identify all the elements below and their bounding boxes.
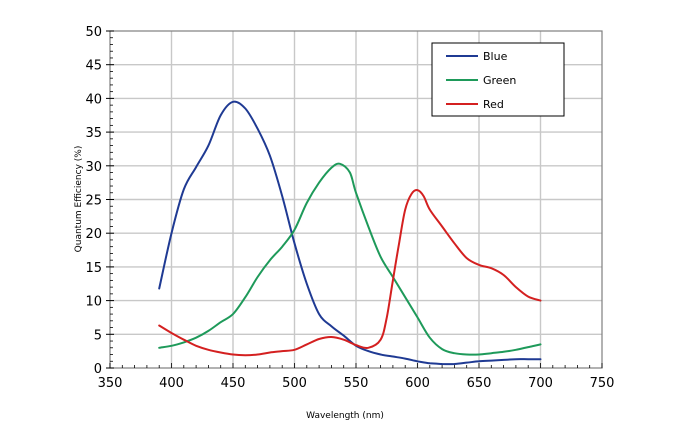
legend-label-blue: Blue: [483, 50, 508, 63]
x-tick-label: 450: [221, 376, 246, 391]
series-line-red: [158, 189, 542, 357]
x-tick-label: 400: [159, 376, 184, 391]
x-tick-label: 750: [590, 376, 615, 391]
y-tick-label: 0: [94, 362, 102, 377]
legend-label-red: Red: [483, 98, 504, 111]
legend: Blue Green Red: [431, 42, 565, 117]
y-tick-label: 15: [85, 261, 102, 276]
x-tick-label: 350: [98, 376, 123, 391]
y-tick-label: 45: [85, 59, 102, 74]
x-tick-label: 550: [344, 376, 369, 391]
grid: [110, 31, 602, 368]
y-tick-label: 50: [85, 25, 102, 40]
x-axis-title: Wavelength (nm): [306, 411, 384, 421]
series-line-green: [158, 162, 542, 356]
series-line-blue: [158, 100, 542, 366]
x-tick-label: 650: [467, 376, 492, 391]
y-tick-label: 35: [85, 126, 102, 141]
y-tick-label: 30: [85, 160, 102, 175]
x-tick-label: 700: [528, 376, 553, 391]
x-tick-label: 500: [282, 376, 307, 391]
y-tick-label: 5: [94, 328, 102, 343]
y-tick-label: 10: [85, 295, 102, 310]
y-tick-label: 40: [85, 92, 102, 107]
ticks: 350 400 450 500 550 600 650 700 750 0 5 10 15 20 25 30 3…: [85, 25, 614, 391]
y-tick-label: 20: [85, 227, 102, 242]
series-layer: [158, 100, 542, 366]
legend-label-green: Green: [483, 74, 516, 87]
y-tick-label: 25: [85, 194, 102, 209]
x-tick-label: 600: [405, 376, 430, 391]
y-axis-title: Quantum Efficiency (%): [74, 146, 84, 253]
